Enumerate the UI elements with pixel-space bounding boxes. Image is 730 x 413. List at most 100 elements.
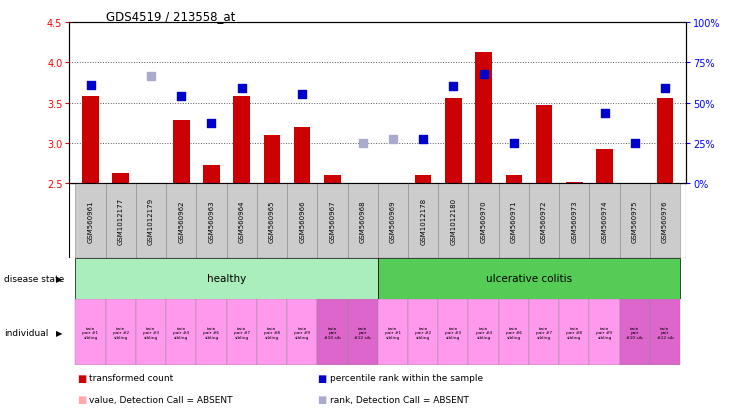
Point — [508, 140, 520, 147]
Bar — [287, 299, 318, 366]
Point — [236, 85, 247, 92]
Text: twin
pair #4
sibling: twin pair #4 sibling — [173, 326, 189, 339]
Text: GSM1012180: GSM1012180 — [450, 197, 456, 244]
Bar — [257, 184, 287, 258]
Text: disease state: disease state — [4, 274, 64, 283]
Point — [206, 120, 218, 127]
Bar — [166, 184, 196, 258]
Text: GSM560973: GSM560973 — [572, 200, 577, 242]
Bar — [257, 299, 287, 366]
Text: twin
pair #9
sibling: twin pair #9 sibling — [596, 326, 612, 339]
Text: GSM560967: GSM560967 — [329, 200, 335, 242]
Bar — [469, 299, 499, 366]
Point — [447, 84, 459, 90]
Text: GSM560966: GSM560966 — [299, 200, 305, 242]
Point — [477, 72, 489, 78]
Bar — [318, 299, 347, 366]
Text: twin
pair #6
sibling: twin pair #6 sibling — [506, 326, 522, 339]
Text: GSM560970: GSM560970 — [480, 200, 487, 242]
Bar — [620, 184, 650, 258]
Text: GSM1012179: GSM1012179 — [148, 197, 154, 244]
Bar — [75, 184, 106, 258]
Bar — [294, 127, 310, 184]
Bar — [529, 184, 559, 258]
Point — [85, 82, 96, 89]
Bar — [318, 184, 347, 258]
Bar — [559, 299, 589, 366]
Bar — [203, 165, 220, 184]
Bar — [264, 135, 280, 184]
Text: ■: ■ — [318, 394, 327, 404]
Bar — [75, 299, 106, 366]
Text: twin
pair
#12 sib: twin pair #12 sib — [354, 326, 371, 339]
Text: twin
pair #6
sibling: twin pair #6 sibling — [204, 326, 220, 339]
Bar — [196, 299, 226, 366]
Bar — [559, 184, 589, 258]
Bar — [529, 299, 559, 366]
Point — [175, 93, 187, 100]
Text: GSM560972: GSM560972 — [541, 200, 547, 242]
Text: GSM560974: GSM560974 — [602, 200, 607, 242]
Text: rank, Detection Call = ABSENT: rank, Detection Call = ABSENT — [330, 395, 469, 404]
Bar — [469, 184, 499, 258]
Bar — [650, 299, 680, 366]
Text: GSM560971: GSM560971 — [511, 200, 517, 242]
Text: GSM1012178: GSM1012178 — [420, 197, 426, 244]
Text: twin
pair #2
sibling: twin pair #2 sibling — [112, 326, 128, 339]
Text: GSM560968: GSM560968 — [360, 200, 366, 242]
Text: GSM560964: GSM560964 — [239, 200, 245, 242]
Point — [145, 74, 157, 80]
Text: ▶: ▶ — [55, 274, 62, 283]
Bar — [378, 184, 408, 258]
Text: twin
pair #7
sibling: twin pair #7 sibling — [536, 326, 552, 339]
Text: ■: ■ — [77, 373, 86, 383]
Bar — [75, 258, 378, 299]
Bar — [499, 184, 529, 258]
Text: twin
pair #4
sibling: twin pair #4 sibling — [475, 326, 492, 339]
Text: twin
pair #9
sibling: twin pair #9 sibling — [294, 326, 310, 339]
Bar — [287, 184, 318, 258]
Bar — [378, 299, 408, 366]
Point — [357, 140, 369, 147]
Text: twin
pair
#10 sib: twin pair #10 sib — [324, 326, 341, 339]
Bar — [136, 299, 166, 366]
Point — [659, 85, 671, 92]
Text: healthy: healthy — [207, 274, 246, 284]
Text: GSM560976: GSM560976 — [662, 200, 668, 242]
Text: ■: ■ — [77, 394, 86, 404]
Bar — [226, 184, 257, 258]
Point — [599, 110, 610, 117]
Bar — [347, 299, 378, 366]
Text: individual: individual — [4, 328, 48, 337]
Bar — [589, 299, 620, 366]
Bar — [445, 99, 461, 184]
Bar — [196, 184, 226, 258]
Text: twin
pair #1
sibling: twin pair #1 sibling — [385, 326, 401, 339]
Text: twin
pair
#12 sib: twin pair #12 sib — [657, 326, 673, 339]
Bar — [324, 176, 341, 184]
Text: ▶: ▶ — [55, 328, 62, 337]
Text: ■: ■ — [318, 373, 327, 383]
Point — [418, 136, 429, 143]
Bar — [475, 53, 492, 184]
Text: twin
pair #8
sibling: twin pair #8 sibling — [566, 326, 583, 339]
Bar — [596, 150, 613, 184]
Bar — [438, 184, 469, 258]
Text: percentile rank within the sample: percentile rank within the sample — [330, 373, 483, 382]
Bar — [234, 97, 250, 184]
Text: GSM560969: GSM560969 — [390, 200, 396, 242]
Bar — [566, 182, 583, 184]
Text: GSM560962: GSM560962 — [178, 200, 184, 242]
Bar — [499, 299, 529, 366]
Text: twin
pair #3
sibling: twin pair #3 sibling — [445, 326, 461, 339]
Bar — [620, 299, 650, 366]
Text: GDS4519 / 213558_at: GDS4519 / 213558_at — [106, 10, 235, 23]
Point — [629, 140, 641, 147]
Bar — [226, 299, 257, 366]
Bar — [347, 184, 378, 258]
Text: ulcerative colitis: ulcerative colitis — [486, 274, 572, 284]
Bar — [378, 258, 680, 299]
Text: twin
pair #1
sibling: twin pair #1 sibling — [82, 326, 99, 339]
Text: GSM560961: GSM560961 — [88, 200, 93, 242]
Text: GSM1012177: GSM1012177 — [118, 197, 124, 244]
